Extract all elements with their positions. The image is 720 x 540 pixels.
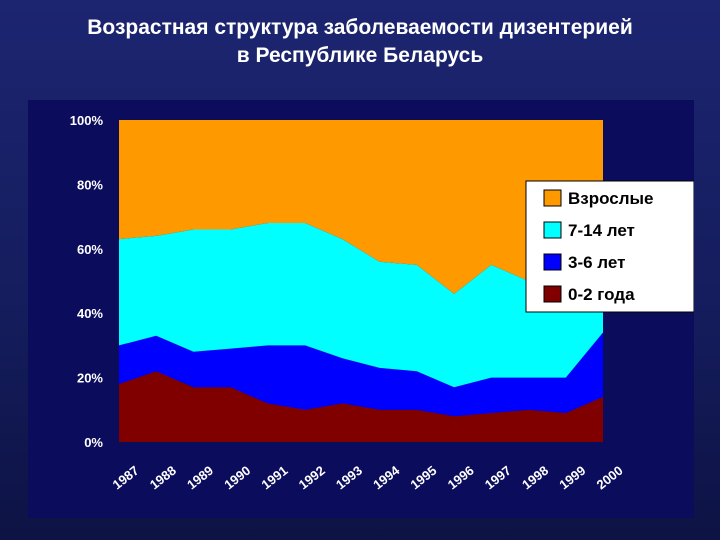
x-tick-label: 1999 bbox=[556, 463, 588, 493]
legend-label: 0-2 года bbox=[568, 285, 635, 304]
area-series-2 bbox=[119, 223, 603, 388]
x-tick-label: 1993 bbox=[333, 463, 365, 493]
title-line-2: в Республике Беларусь bbox=[236, 44, 484, 67]
stacked-area-chart: 0%20%40%60%80%100%1987 1988 1989 1990 1991 19… bbox=[70, 113, 694, 493]
x-tick-label: 1998 bbox=[519, 463, 551, 493]
x-tick-label: 1995 bbox=[407, 463, 439, 493]
x-tick-label: 1994 bbox=[370, 462, 403, 492]
area-series-0 bbox=[119, 371, 603, 442]
x-tick-label: 1992 bbox=[296, 463, 328, 493]
y-tick-label: 40% bbox=[77, 306, 103, 321]
title-line-1: Возрастная структура заболеваемости дизе… bbox=[87, 16, 633, 39]
legend-label: 3-6 лет bbox=[568, 253, 625, 272]
area-series-3 bbox=[119, 120, 603, 294]
y-tick-label: 80% bbox=[77, 177, 103, 192]
legend-swatch bbox=[543, 189, 562, 207]
legend-swatch bbox=[543, 285, 562, 303]
legend-label: Взрослые bbox=[568, 189, 654, 208]
y-tick-label: 20% bbox=[77, 371, 103, 386]
area-series-1 bbox=[119, 332, 603, 417]
legend-swatch bbox=[543, 253, 562, 271]
x-tick-label: 1989 bbox=[184, 463, 216, 493]
slide-title: Возрастная структура заболеваемости дизе… bbox=[0, 14, 720, 70]
x-tick-label: 1988 bbox=[147, 463, 179, 493]
x-tick-label: 1991 bbox=[259, 463, 291, 493]
x-tick-label: 1997 bbox=[482, 463, 514, 493]
x-tick-label: 1990 bbox=[221, 463, 253, 493]
y-tick-label: 60% bbox=[77, 242, 103, 257]
y-tick-label: 100% bbox=[70, 113, 104, 128]
y-tick-label: 0% bbox=[84, 435, 103, 450]
x-tick-label: 2000 bbox=[594, 463, 626, 493]
x-tick-label: 1996 bbox=[445, 463, 477, 493]
x-tick-label: 1987 bbox=[110, 463, 142, 493]
chart-panel: 0% 20% 40% 60% 80% 100% 1987 1988 1989 1990 1991 19… bbox=[28, 100, 694, 518]
legend-label: 7-14 лет bbox=[568, 221, 635, 240]
legend-swatch bbox=[543, 221, 562, 239]
